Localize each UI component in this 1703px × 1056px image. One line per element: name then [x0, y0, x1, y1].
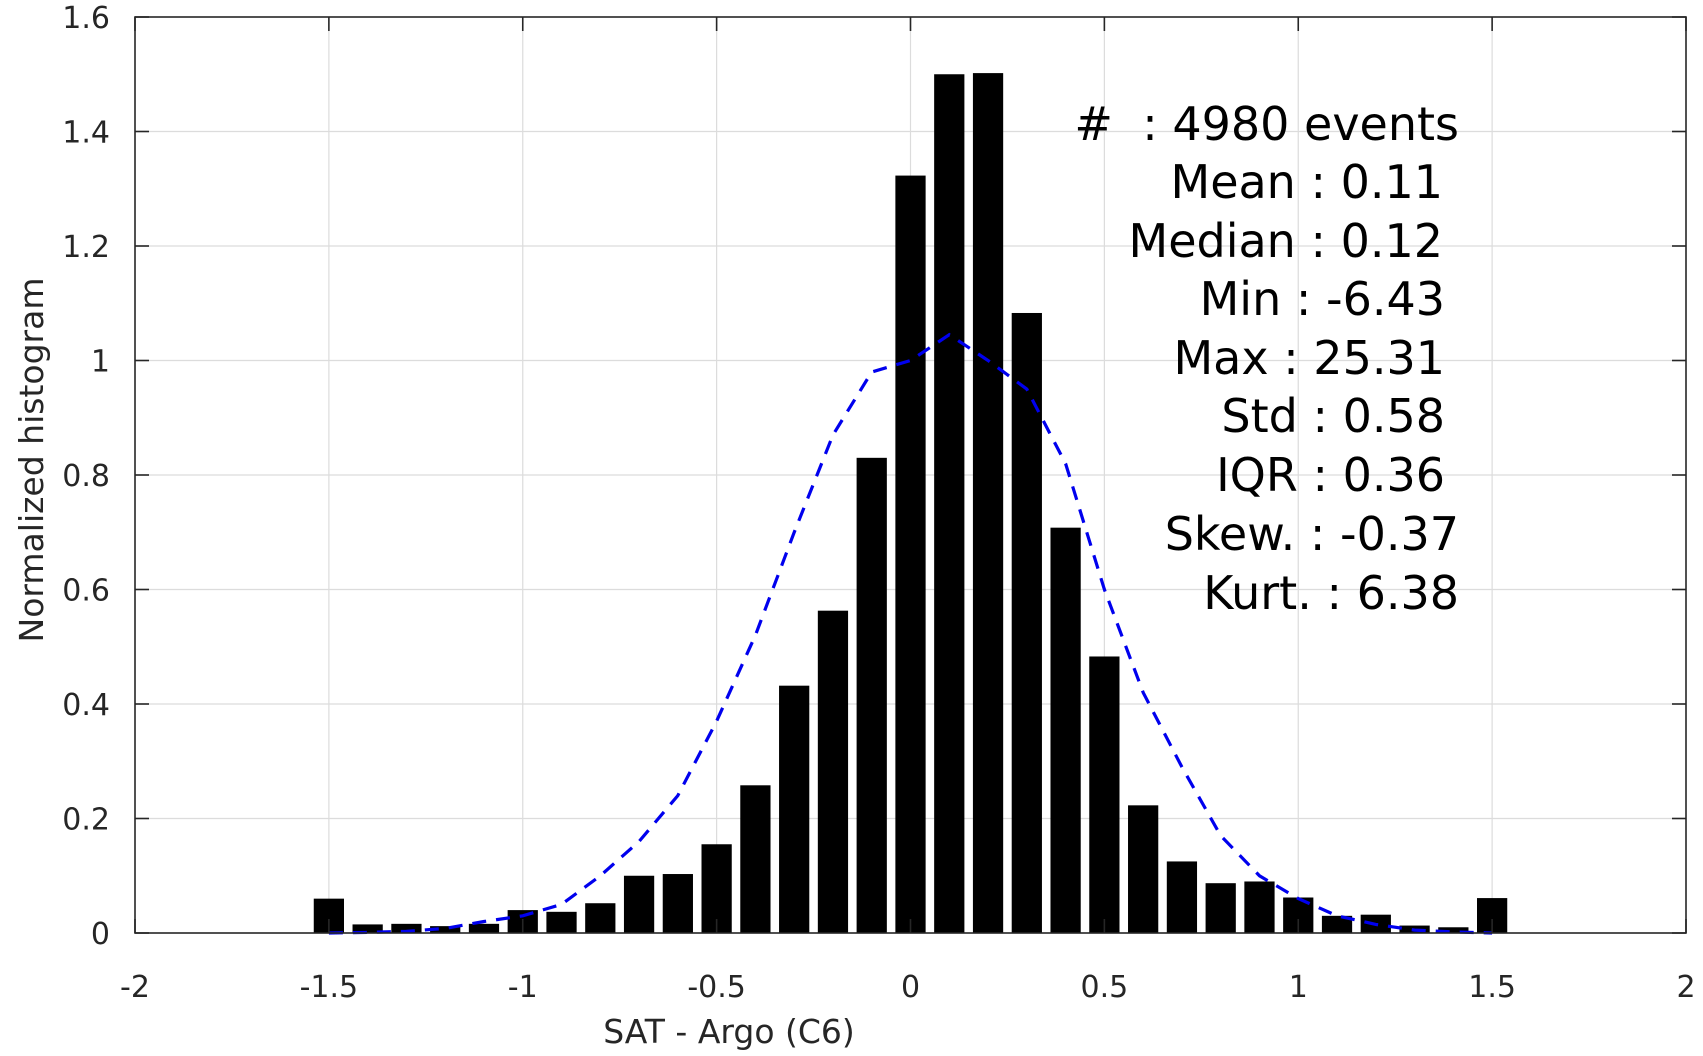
x-tick-label: 1.5 [1468, 970, 1516, 1005]
x-tick-label: -0.5 [687, 970, 746, 1005]
stat-skew: Skew. : -0.37 [1165, 507, 1459, 561]
histogram-bar [740, 785, 771, 933]
histogram-bar [352, 924, 383, 933]
stat-std: Std : 0.58 [1221, 389, 1445, 443]
stat-mean: Mean : 0.11 [1171, 155, 1444, 209]
x-tick-label: 1 [1289, 970, 1308, 1005]
gaussian-fit-line [328, 332, 1493, 935]
y-tick-label: 1 [91, 345, 110, 380]
x-axis-title: SAT - Argo (C6) [603, 1012, 855, 1051]
y-axis-title: Normalized histogram [12, 278, 51, 643]
histogram-bar [1050, 527, 1081, 933]
y-tick-label: 1.4 [62, 116, 110, 151]
stat-max: Max : 25.31 [1173, 331, 1445, 385]
histogram-bar [817, 610, 849, 933]
histogram-bar [934, 74, 965, 933]
histogram-bar [391, 923, 422, 933]
y-tick-label: 0 [91, 917, 110, 952]
histogram-bar [779, 685, 810, 933]
y-tick-labels: 0 0.2 0.4 0.6 0.8 1 1.2 1.4 1.6 [62, 1, 110, 952]
x-tick-label: 0.5 [1081, 970, 1129, 1005]
y-tick-label: 0.2 [62, 803, 110, 838]
histogram-bar [1166, 861, 1198, 933]
stat-median: Median : 0.12 [1129, 214, 1443, 268]
y-tick-label: 0.4 [62, 688, 110, 723]
y-tick-label: 0.8 [62, 459, 110, 494]
histogram-bar [1089, 656, 1120, 933]
x-tick-label: -1.5 [300, 970, 359, 1005]
histogram-bar [468, 923, 500, 933]
stat-kurt: Kurt. : 6.38 [1203, 566, 1459, 620]
axis-ticks [134, 16, 1687, 934]
x-tick-label: -2 [120, 970, 150, 1005]
histogram-bar [585, 903, 616, 933]
histogram-bar [895, 175, 926, 933]
histogram-bar [1438, 927, 1469, 933]
y-tick-label: 1.2 [62, 230, 110, 265]
stat-min: Min : -6.43 [1200, 272, 1445, 326]
x-tick-label: -1 [508, 970, 538, 1005]
histogram-bar [662, 874, 693, 933]
statistics-annotation: # : 4980 events Mean : 0.11 Median : 0.1… [1074, 97, 1459, 620]
histogram-bar [546, 911, 577, 933]
histogram-bar [972, 73, 1004, 934]
histogram-bar [1128, 805, 1159, 933]
histogram-bar [701, 844, 732, 933]
y-tick-label: 0.6 [62, 574, 110, 609]
histogram-bar [1244, 881, 1275, 933]
histogram-bar [856, 457, 887, 933]
x-tick-labels: -2 -1.5 -1 -0.5 0 0.5 1 1.5 2 [120, 970, 1696, 1005]
histogram-bar [1205, 883, 1236, 933]
stat-iqr: IQR : 0.36 [1216, 448, 1445, 502]
x-tick-label: 2 [1676, 970, 1695, 1005]
stat-events: # : 4980 events [1074, 97, 1459, 151]
histogram-bar [430, 926, 461, 933]
histogram-bar [1321, 915, 1353, 933]
histogram-bar [623, 875, 655, 933]
histogram-bars [313, 73, 1508, 934]
x-tick-label: 0 [901, 970, 920, 1005]
histogram-bar [1011, 312, 1042, 933]
y-tick-label: 1.6 [62, 1, 110, 36]
